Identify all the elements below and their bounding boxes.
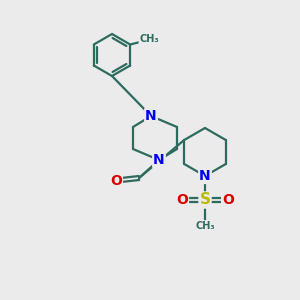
Text: CH₃: CH₃ — [195, 221, 215, 231]
Text: S: S — [200, 193, 211, 208]
Text: O: O — [110, 174, 122, 188]
Text: N: N — [199, 169, 211, 183]
Text: N: N — [145, 109, 157, 123]
Text: O: O — [176, 193, 188, 207]
Text: CH₃: CH₃ — [140, 34, 159, 44]
Text: O: O — [222, 193, 234, 207]
Text: N: N — [153, 153, 165, 167]
